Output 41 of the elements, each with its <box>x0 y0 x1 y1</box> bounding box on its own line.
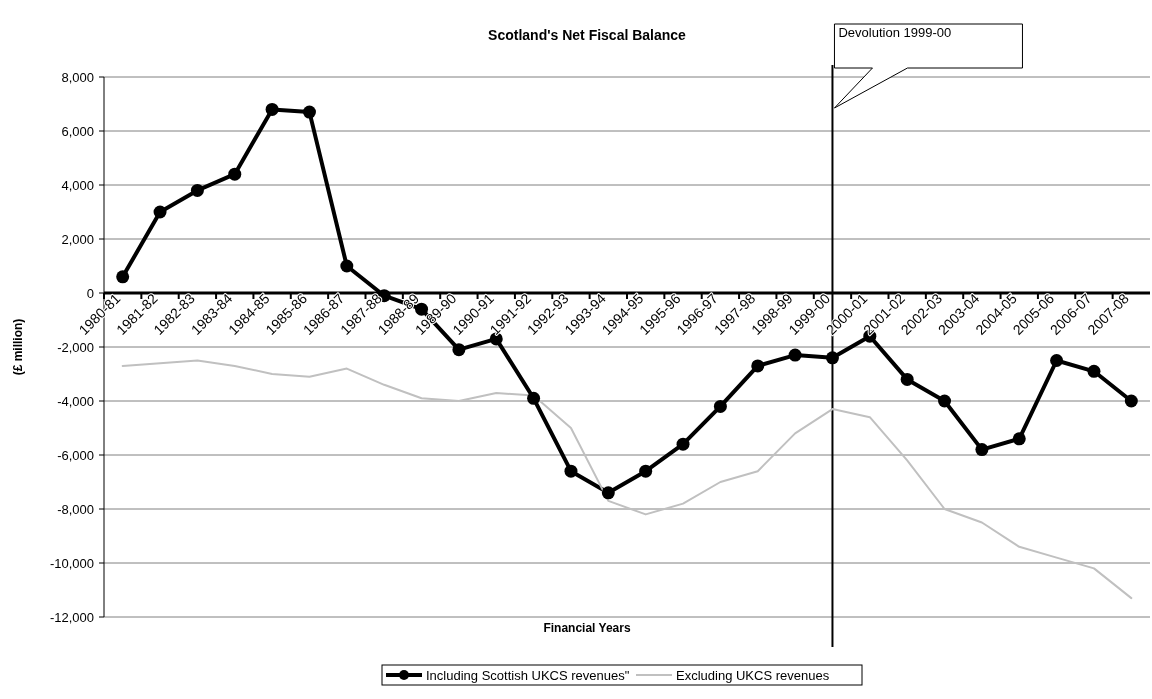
legend-label: Including Scottish UKCS revenues" <box>426 668 630 683</box>
point <box>1012 432 1026 446</box>
point <box>564 464 578 478</box>
point <box>788 348 802 362</box>
point <box>153 205 167 219</box>
point <box>190 183 204 197</box>
point <box>825 351 839 365</box>
y-tick-label: -12,000 <box>49 609 94 625</box>
y-tick-label: 2,000 <box>61 231 94 247</box>
point <box>452 343 466 357</box>
point <box>1087 364 1101 378</box>
chart-title: Scotland's Net Fiscal Balance <box>488 27 687 43</box>
ref-line-label: Devolution 1999-00 <box>838 25 952 40</box>
y-axis-title: (£ million) <box>11 318 25 376</box>
point <box>1124 394 1138 408</box>
point <box>900 372 914 386</box>
point <box>975 443 989 457</box>
point <box>676 437 690 451</box>
line-series <box>121 359 1133 600</box>
y-tick-label: -10,000 <box>49 555 94 571</box>
point <box>938 394 952 408</box>
y-tick-label: -4,000 <box>57 393 94 409</box>
y-tick-label: -2,000 <box>57 339 94 355</box>
point <box>527 391 541 405</box>
x-axis-title: Financial Years <box>543 621 631 635</box>
y-tick-label: 6,000 <box>61 123 94 139</box>
point <box>228 167 242 181</box>
point <box>116 270 130 284</box>
y-tick-label: 8,000 <box>61 69 94 85</box>
point <box>639 464 653 478</box>
y-tick-label: -6,000 <box>57 447 94 463</box>
point <box>1050 354 1064 367</box>
y-tick-label: 4,000 <box>61 177 94 193</box>
point <box>751 359 765 373</box>
legend-label: Excluding UKCS revenues <box>676 668 830 683</box>
point <box>340 259 354 273</box>
point <box>601 486 615 500</box>
point <box>265 102 279 116</box>
point <box>713 399 727 413</box>
point <box>302 105 316 119</box>
y-tick-label: -8,000 <box>57 501 94 517</box>
